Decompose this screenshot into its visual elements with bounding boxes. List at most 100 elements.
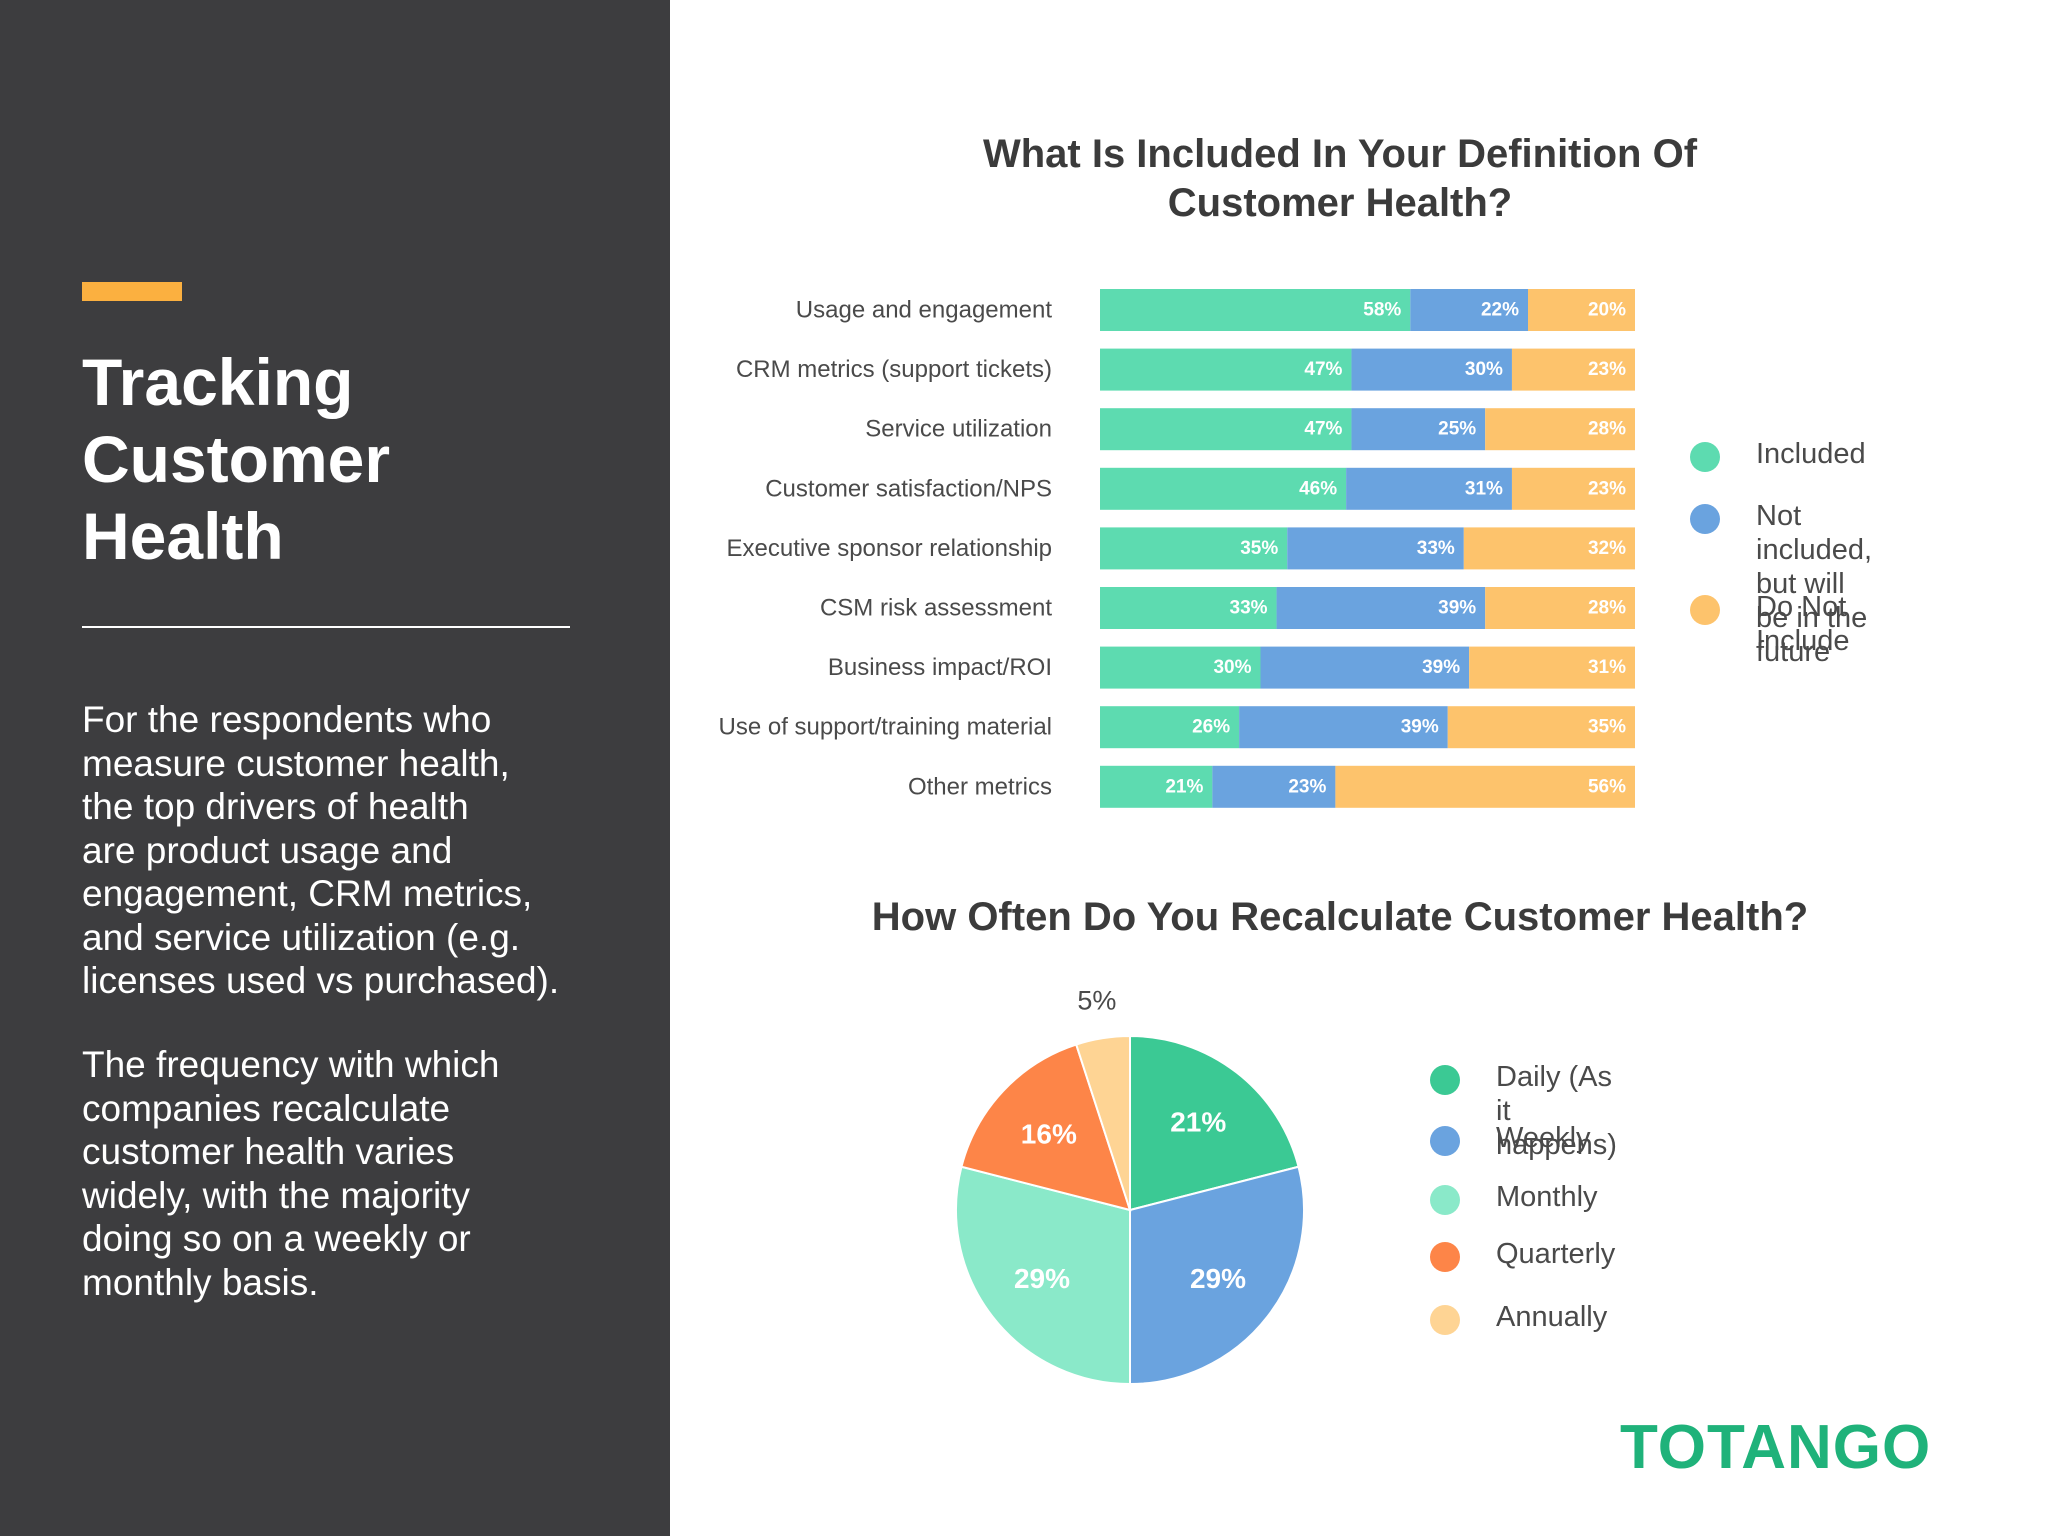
panel-title-line: Tracking — [82, 345, 354, 419]
bar-category-label: Customer satisfaction/NPS — [765, 475, 1052, 502]
bar-value-label: 23% — [1588, 478, 1626, 499]
panel-title-line: Customer — [82, 422, 391, 496]
bar-value-label: 31% — [1588, 657, 1626, 678]
bar-value-label: 33% — [1230, 598, 1268, 619]
legend-label: Daily (As it happens) — [1496, 1061, 1617, 1161]
bar-value-label: 39% — [1422, 657, 1460, 678]
bar-value-label: 25% — [1438, 419, 1476, 440]
legend-item: Do Not Include — [1690, 590, 1850, 658]
legend-label: Do Not Include — [1756, 591, 1850, 657]
bar-segment — [1346, 467, 1512, 510]
bar-value-label: 21% — [1165, 776, 1203, 797]
legend-swatch — [1430, 1126, 1460, 1156]
legend-item: Daily (As it happens) — [1430, 1060, 1617, 1162]
panel-title-line: Health — [82, 499, 284, 573]
legend-swatch — [1690, 504, 1720, 534]
bar-segment — [1100, 527, 1288, 570]
bar-segment — [1276, 587, 1486, 629]
bar-category-label: Executive sponsor relationship — [726, 535, 1052, 562]
bar-chart-title: What Is Included In Your Definition Of C… — [982, 132, 1698, 225]
pie-slice — [1074, 1034, 1131, 1211]
bar-chart: Usage and engagement 58% 22% 20% CRM metrics… — [719, 289, 1635, 808]
bar-segment — [1511, 348, 1635, 391]
bar-value-label: 33% — [1417, 538, 1455, 559]
bar-value-label: 28% — [1588, 419, 1626, 440]
bar-category-label: CRM metrics (support tickets) — [736, 356, 1052, 383]
pie-slice — [1129, 1165, 1305, 1386]
bar-value-label: 47% — [1304, 359, 1342, 380]
bar-value-label: 31% — [1465, 478, 1503, 499]
summary-paragraph-1: For the respondents who measure customer… — [82, 699, 560, 1001]
bar-segment — [1212, 765, 1336, 808]
pie-slice — [1129, 1034, 1300, 1212]
legend-item: Annually — [1430, 1300, 1607, 1335]
bar-value-label: 39% — [1438, 598, 1476, 619]
bar-segment — [1100, 587, 1277, 629]
bar-segment — [1260, 646, 1470, 689]
bar-segment — [1287, 527, 1464, 570]
legend-label: Quarterly — [1496, 1238, 1616, 1270]
legend-label: Monthly — [1496, 1181, 1598, 1213]
legend-item: Not included, but will be in the future — [1690, 499, 1872, 669]
bar-segment — [1485, 587, 1635, 629]
bar-value-label: 58% — [1363, 300, 1401, 321]
bar-segment — [1100, 765, 1213, 808]
summary-paragraph-2: The frequency with which companies recal… — [82, 1044, 500, 1303]
legend-swatch — [1690, 595, 1720, 625]
bar-segment — [1100, 408, 1352, 451]
bar-segment — [1100, 348, 1352, 391]
bar-segment — [1100, 646, 1261, 689]
legend-swatch — [1430, 1305, 1460, 1335]
pie-value-label: 29% — [1190, 1263, 1246, 1294]
bar-value-label: 22% — [1481, 300, 1519, 321]
bar-segment — [1351, 348, 1512, 391]
bar-segment — [1410, 289, 1528, 331]
bar-segment — [1351, 408, 1486, 451]
bar-segment — [1485, 408, 1635, 451]
bar-category-label: Business impact/ROI — [828, 654, 1052, 681]
bar-segment — [1239, 706, 1448, 749]
bar-segment — [1100, 289, 1411, 331]
legend-swatch — [1690, 442, 1720, 472]
pie-slice — [955, 1165, 1131, 1386]
pie-value-label: 16% — [1021, 1118, 1077, 1149]
bar-segment — [1463, 527, 1635, 570]
pie-chart: 21% 29% 29% 16% 5% — [955, 986, 1305, 1386]
accent-bar — [82, 282, 182, 301]
legend-swatch — [1430, 1065, 1460, 1095]
bar-value-label: 26% — [1192, 717, 1230, 738]
legend-label: Included — [1756, 438, 1866, 470]
bar-value-label: 23% — [1588, 359, 1626, 380]
bar-value-label: 32% — [1588, 538, 1626, 559]
legend-item: Included — [1690, 437, 1866, 472]
bar-category-label: CSM risk assessment — [820, 595, 1052, 622]
bar-segment — [1447, 706, 1635, 749]
bar-value-label: 28% — [1588, 598, 1626, 619]
legend-item: Quarterly — [1430, 1237, 1615, 1272]
legend-swatch — [1430, 1185, 1460, 1215]
bar-category-label: Service utilization — [865, 416, 1052, 443]
bar-value-label: 35% — [1588, 717, 1626, 738]
bar-segment — [1469, 646, 1635, 689]
bar-category-label: Use of support/training material — [719, 714, 1053, 741]
bar-value-label: 35% — [1240, 538, 1278, 559]
pie-value-label: 5% — [1077, 986, 1116, 1016]
bar-value-label: 47% — [1304, 419, 1342, 440]
bar-segment — [1335, 765, 1635, 808]
legend-item: Monthly — [1430, 1180, 1598, 1215]
bar-value-label: 30% — [1213, 657, 1251, 678]
legend-label: Weekly — [1496, 1122, 1591, 1154]
divider — [82, 626, 570, 628]
legend-label: Not included, but will be in the future — [1756, 500, 1873, 668]
legend-item: Weekly — [1430, 1121, 1591, 1156]
pie-value-label: 21% — [1170, 1107, 1226, 1138]
legend-swatch — [1430, 1242, 1460, 1272]
bar-segment — [1528, 289, 1635, 331]
bar-value-label: 20% — [1588, 300, 1626, 321]
bar-value-label: 56% — [1588, 776, 1626, 797]
pie-slice — [960, 1043, 1132, 1212]
bar-value-label: 30% — [1465, 359, 1503, 380]
panel-title: Tracking Customer Health — [82, 344, 602, 575]
bar-category-label: Usage and engagement — [796, 297, 1053, 324]
bar-segment — [1511, 467, 1635, 510]
